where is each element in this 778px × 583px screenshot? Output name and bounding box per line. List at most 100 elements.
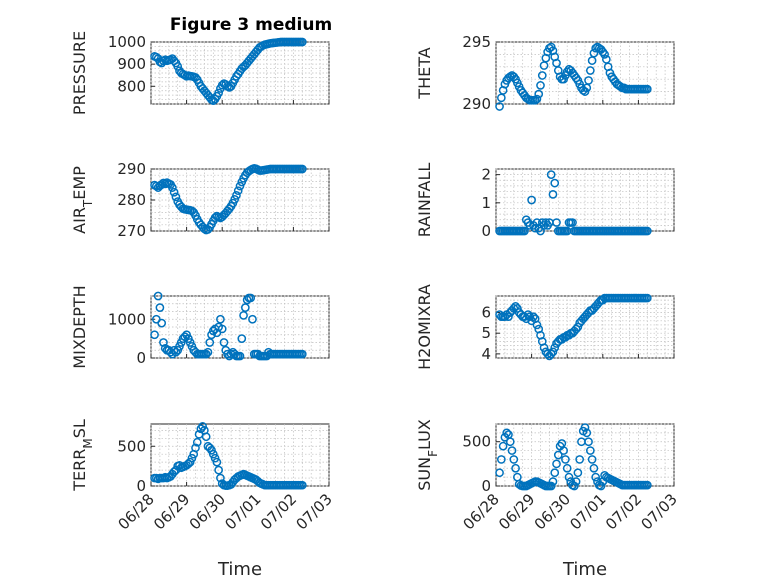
x-tick-label: 07/03 bbox=[638, 490, 681, 533]
y-tick-label: 290 bbox=[117, 160, 146, 178]
data-point bbox=[536, 81, 545, 90]
data-point bbox=[212, 457, 222, 467]
y-tick-label: 900 bbox=[117, 55, 146, 73]
data-point bbox=[219, 338, 229, 347]
y-tick-label: 295 bbox=[462, 33, 491, 51]
y-tick-label: 1000 bbox=[108, 33, 146, 51]
data-point bbox=[642, 480, 652, 490]
x-tick-label: 06/28 bbox=[460, 490, 503, 533]
data-point bbox=[504, 312, 513, 322]
x-tick-label: 07/02 bbox=[257, 490, 300, 533]
y-axis-label: MIXDEPTH bbox=[70, 285, 89, 368]
x-tick-label: 07/03 bbox=[293, 490, 336, 533]
data-point bbox=[173, 62, 183, 71]
data-point bbox=[507, 446, 517, 455]
subplot-mixdepth: 0 1000 MIXDEPTH bbox=[70, 285, 330, 369]
y-tick-label: 0 bbox=[481, 222, 491, 240]
data-point bbox=[642, 293, 652, 303]
data-point bbox=[297, 37, 307, 47]
data-point bbox=[527, 195, 536, 205]
subplot-h2omixra: 4 5 6 H2OMIXRA bbox=[415, 284, 675, 370]
data-point bbox=[529, 312, 538, 322]
data-point bbox=[571, 477, 581, 486]
data-point bbox=[151, 181, 161, 191]
data-point bbox=[239, 311, 248, 320]
data-point bbox=[525, 312, 535, 322]
figure-title: Figure 3 medium bbox=[170, 15, 332, 35]
y-tick-label: 1000 bbox=[108, 310, 146, 328]
data-point bbox=[559, 446, 568, 455]
data-point bbox=[495, 102, 504, 111]
x-axis-label: Time bbox=[217, 559, 262, 580]
series-points bbox=[495, 170, 652, 236]
data-point bbox=[546, 481, 556, 491]
data-point bbox=[582, 428, 592, 438]
data-point bbox=[569, 481, 579, 491]
data-point bbox=[185, 457, 195, 467]
x-tick-label: 06/28 bbox=[115, 490, 158, 533]
data-point bbox=[600, 50, 609, 59]
data-point bbox=[207, 445, 216, 455]
data-point bbox=[587, 455, 597, 464]
y-axis-label: RAINFALL bbox=[415, 163, 434, 238]
data-point bbox=[248, 314, 257, 324]
data-point bbox=[217, 324, 227, 334]
data-point bbox=[171, 192, 181, 202]
y-tick-label: 4 bbox=[481, 345, 491, 363]
series-points bbox=[495, 423, 652, 491]
data-point bbox=[513, 304, 522, 313]
data-point bbox=[232, 191, 241, 200]
subplot-air-temp: 270 280 290 AIRTEMP bbox=[70, 160, 330, 240]
data-point bbox=[550, 343, 560, 353]
data-point bbox=[571, 324, 581, 334]
data-point bbox=[191, 443, 200, 453]
data-point bbox=[150, 330, 159, 340]
data-point bbox=[198, 422, 207, 431]
data-point bbox=[237, 334, 247, 343]
data-point bbox=[214, 465, 223, 475]
data-point bbox=[297, 164, 307, 174]
data-point bbox=[216, 473, 225, 483]
data-point bbox=[496, 455, 506, 464]
data-point bbox=[216, 314, 225, 324]
data-point bbox=[546, 349, 556, 359]
data-point bbox=[532, 94, 542, 104]
data-point bbox=[214, 88, 223, 98]
data-point bbox=[534, 89, 544, 99]
x-tick-label: 07/01 bbox=[221, 490, 264, 533]
data-point bbox=[548, 477, 558, 486]
data-point bbox=[235, 181, 245, 191]
data-point bbox=[509, 455, 519, 464]
data-point bbox=[573, 322, 583, 332]
data-point bbox=[509, 304, 519, 313]
data-point bbox=[520, 226, 529, 236]
data-point bbox=[500, 312, 510, 322]
data-point bbox=[233, 186, 243, 196]
x-tick-label: 06/30 bbox=[186, 490, 229, 533]
data-point bbox=[205, 443, 215, 453]
data-point bbox=[297, 349, 307, 359]
data-point bbox=[495, 468, 504, 478]
data-point bbox=[532, 218, 542, 227]
data-point bbox=[532, 320, 542, 330]
data-point bbox=[159, 338, 168, 347]
y-tick-label: 800 bbox=[117, 77, 146, 95]
subplot-rainfall: 0 1 2 RAINFALL bbox=[415, 163, 675, 240]
x-axis-label: Time bbox=[562, 559, 607, 580]
series-points bbox=[150, 291, 307, 361]
data-point bbox=[153, 291, 163, 301]
data-point bbox=[511, 301, 520, 311]
y-axis-label: THETA bbox=[415, 47, 434, 99]
data-point bbox=[240, 303, 250, 312]
data-point bbox=[591, 472, 601, 482]
data-point bbox=[589, 463, 599, 473]
data-point bbox=[552, 218, 561, 227]
data-point bbox=[160, 179, 170, 189]
data-point bbox=[169, 187, 179, 197]
y-tick-label: 270 bbox=[117, 222, 146, 240]
data-point bbox=[192, 437, 202, 447]
y-tick-label: 500 bbox=[462, 433, 491, 451]
data-point bbox=[230, 195, 240, 204]
data-point bbox=[502, 428, 512, 438]
